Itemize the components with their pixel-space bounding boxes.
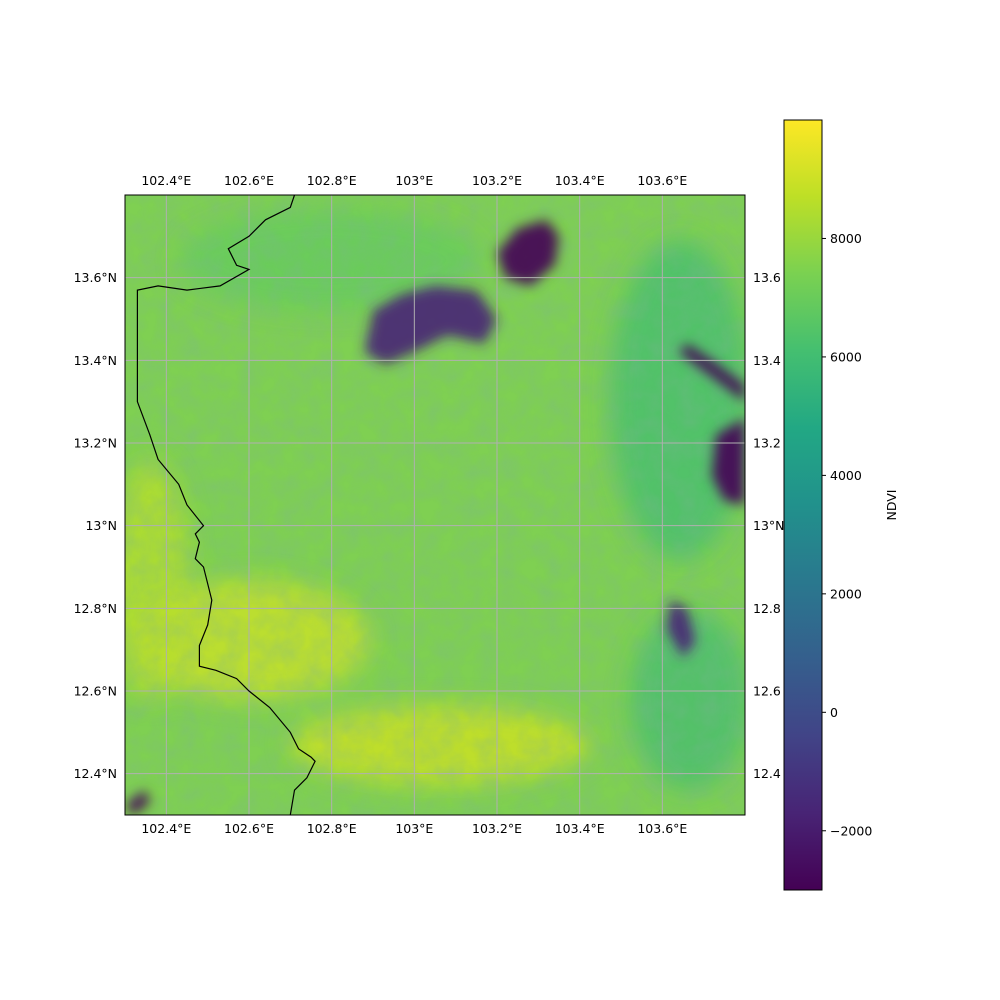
lon-label-bottom: 102.4°E	[141, 821, 191, 836]
lon-label-bottom: 103.2°E	[472, 821, 522, 836]
colorbar-gradient	[783, 119, 823, 891]
lon-label-bottom: 103.6°E	[637, 821, 687, 836]
colorbar-tick-label: 8000	[830, 231, 862, 246]
colorbar-ticks: −2000 0 2000 4000 6000 8000	[822, 231, 872, 838]
lat-label-left: 12.4°N	[74, 766, 117, 781]
lat-label-right: 12.6	[753, 684, 781, 699]
latitude-labels-right: 12.4 12.6 12.8 13°N 13.2 13.4 13.6	[753, 270, 785, 781]
ndvi-raster	[125, 195, 745, 815]
lat-label-right: 13.6	[753, 270, 781, 285]
longitude-labels-bottom: 102.4°E 102.6°E 102.8°E 103°E 103.2°E 103.4°E…	[141, 821, 687, 836]
colorbar-tick-label: −2000	[830, 823, 872, 838]
lon-label-top: 102.4°E	[141, 173, 191, 188]
colorbar: −2000 0 2000 4000 6000 8000 NDVI	[783, 119, 899, 891]
country-border-line	[136, 195, 316, 815]
lon-label-bottom: 102.8°E	[307, 821, 357, 836]
low-ndvi-feature-5	[125, 790, 150, 815]
low-ndvi-feature-3	[678, 343, 745, 402]
lat-label-right: 13.4	[753, 353, 781, 368]
lon-label-top: 102.8°E	[307, 173, 357, 188]
lon-label-top: 103.2°E	[472, 173, 522, 188]
low-ndvi-feature-4	[666, 600, 696, 658]
lat-label-left: 13°N	[85, 518, 117, 533]
colorbar-label: NDVI	[884, 490, 899, 521]
lon-label-bottom: 103°E	[395, 821, 433, 836]
lat-label-left: 12.6°N	[74, 684, 117, 699]
colorbar-tick-label: 2000	[830, 586, 862, 601]
lat-label-right: 12.4	[753, 766, 781, 781]
colorbar-tick-label: 0	[830, 705, 838, 720]
lat-label-left: 13.2°N	[74, 436, 117, 451]
low-ndvi-feature-2	[711, 418, 745, 505]
graticule	[125, 195, 745, 815]
low-ndvi-feature-0	[497, 219, 559, 286]
low-ndvi-feature-1	[364, 285, 497, 365]
colorbar-tick-label: 4000	[830, 468, 862, 483]
lon-label-bottom: 102.6°E	[224, 821, 274, 836]
lon-label-top: 103.6°E	[637, 173, 687, 188]
longitude-labels-top: 102.4°E 102.6°E 102.8°E 103°E 103.2°E 103.4°E…	[141, 173, 687, 188]
lat-label-left: 13.4°N	[74, 353, 117, 368]
lat-label-left: 12.8°N	[74, 601, 117, 616]
latitude-labels-left: 12.4°N 12.6°N 12.8°N 13°N 13.2°N 13.4°N 13.6°N	[74, 270, 117, 781]
lon-label-top: 102.6°E	[224, 173, 274, 188]
map-frame	[124, 194, 746, 816]
colorbar-tick-label: 6000	[830, 349, 862, 364]
lon-label-top: 103°E	[395, 173, 433, 188]
lat-label-right: 13.2	[753, 436, 781, 451]
lat-label-left: 13.6°N	[74, 270, 117, 285]
lat-label-right: 12.8	[753, 601, 781, 616]
lon-label-bottom: 103.4°E	[555, 821, 605, 836]
lon-label-top: 103.4°E	[555, 173, 605, 188]
lat-label-right: 13°N	[753, 518, 785, 533]
